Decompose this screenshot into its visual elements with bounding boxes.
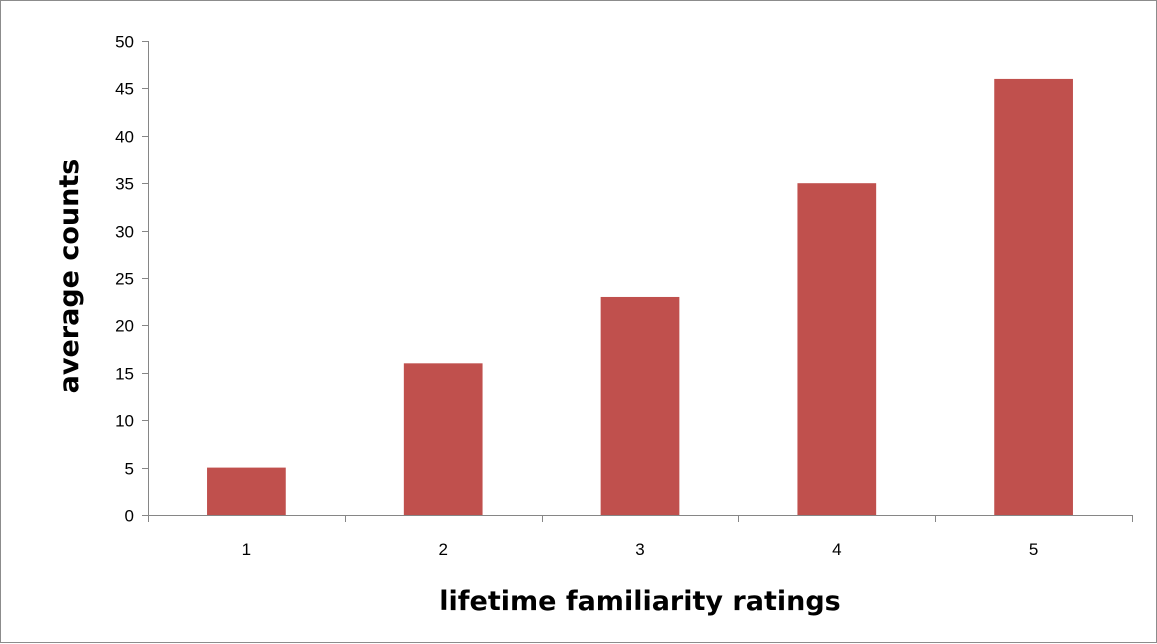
y-tick-label: 25 [115, 270, 134, 289]
bar [600, 296, 680, 515]
x-axis: 1 2 3 4 5 [148, 515, 1133, 559]
x-tick-label: 3 [635, 540, 644, 559]
y-axis: 0 5 10 15 20 25 30 35 40 45 50 [115, 33, 149, 526]
x-tick-label: 5 [1029, 540, 1038, 559]
y-tick-label: 0 [125, 507, 134, 526]
x-tick-label: 1 [242, 540, 251, 559]
x-tick-label: 4 [832, 540, 841, 559]
x-tick-label: 2 [438, 540, 447, 559]
y-tick-label: 35 [115, 175, 134, 194]
y-tick-label: 45 [115, 80, 134, 99]
x-axis-title: lifetime familiarity ratings [439, 586, 840, 617]
y-axis-title: average counts [54, 159, 85, 394]
y-tick-label: 30 [115, 223, 134, 242]
y-tick-label: 50 [115, 33, 134, 52]
bar [207, 467, 286, 515]
y-tick-label: 20 [115, 317, 134, 336]
y-tick-label: 40 [115, 128, 134, 147]
y-tick-label: 15 [115, 365, 134, 384]
bar [994, 78, 1073, 516]
y-tick-label: 10 [115, 412, 134, 431]
y-tick-label: 5 [125, 460, 134, 479]
bars [207, 78, 1073, 516]
bar [797, 183, 877, 515]
bar [403, 363, 483, 515]
